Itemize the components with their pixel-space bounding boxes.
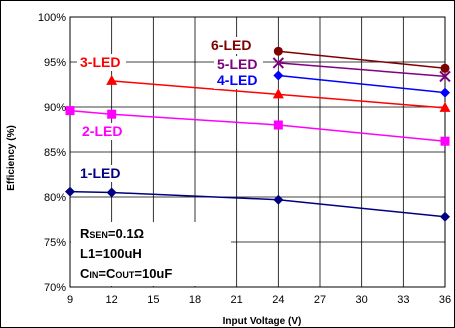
- data-point-x: [272, 57, 285, 69]
- series-label-3-led: 3-LED: [80, 54, 120, 70]
- y-tick-label: 95%: [44, 57, 66, 69]
- series-line-4-led: [278, 74, 446, 94]
- rsen-value: =0.1Ω: [108, 226, 144, 241]
- cout-main: =C: [98, 266, 116, 281]
- series-label-5-led: 5-LED: [217, 56, 257, 72]
- series-label-1-led: 1-LED: [80, 165, 120, 181]
- series-line-5-led: [278, 62, 446, 78]
- x-axis-label: Input Voltage (V): [223, 316, 302, 327]
- rsen-annotation: RSEN=0.1Ω: [80, 226, 144, 241]
- capacitor-annotation: CIN=COUT=10uF: [80, 266, 172, 281]
- data-point-diamond: [106, 187, 117, 198]
- tick-labels: 70% 75% 80% 85% 90% 95% 100% 9 12 15 18 21 24 27 30 33 3…: [38, 12, 451, 306]
- x-tick-label: 18: [189, 294, 201, 306]
- series-label-6-led: 6-LED: [211, 37, 251, 53]
- data-point-triangle: [439, 101, 451, 112]
- series-label-bg-6-led: [208, 37, 257, 54]
- series-label-bg-2-led: [79, 123, 128, 140]
- data-point-diamond: [65, 186, 75, 197]
- data-point-circle: [273, 46, 283, 56]
- series-4-led: [273, 70, 450, 98]
- y-tick-label: 100%: [38, 12, 66, 24]
- series-6-led: [273, 46, 450, 73]
- data-point-diamond: [273, 70, 284, 81]
- annotation-background: [71, 222, 231, 286]
- y-tick-label: 85%: [44, 147, 66, 159]
- series-line-2-led: [69, 109, 446, 142]
- series-line-1-led: [69, 190, 446, 218]
- rsen-subscript: SEN: [89, 230, 108, 240]
- cout-value: =10uF: [134, 266, 172, 281]
- series-label-2-led: 2-LED: [82, 123, 122, 139]
- data-point-triangle: [272, 88, 284, 99]
- data-point-square: [273, 120, 283, 130]
- x-tick-label: 27: [314, 294, 326, 306]
- series-label-bg-3-led: [77, 54, 126, 71]
- x-tick-label: 15: [147, 294, 159, 306]
- series-1-led: [65, 186, 450, 222]
- y-tick-label: 70%: [44, 282, 66, 294]
- data-point-x: [439, 70, 451, 83]
- data-point-diamond: [440, 87, 450, 98]
- data-point-square: [440, 136, 450, 146]
- cin-main: C: [80, 266, 90, 281]
- y-axis-label: Efficiency (%): [6, 125, 17, 191]
- cin-subscript: IN: [89, 270, 98, 280]
- cout-subscript: OUT: [115, 270, 135, 280]
- x-tick-label: 9: [67, 294, 73, 306]
- series-group: [65, 46, 451, 222]
- y-tick-label: 75%: [44, 237, 66, 249]
- series-label-bg-1-led: [77, 165, 126, 182]
- x-tick-label: 33: [397, 294, 409, 306]
- series-label-bg-4-led: [214, 72, 263, 89]
- y-tick-label: 90%: [44, 102, 66, 114]
- data-point-square: [65, 106, 75, 116]
- data-point-square: [107, 109, 117, 119]
- rsen-main: R: [80, 226, 90, 241]
- data-point-circle: [440, 63, 450, 73]
- data-point-diamond: [273, 194, 284, 205]
- data-point-triangle: [106, 74, 118, 85]
- x-tick-label: 12: [106, 294, 118, 306]
- l1-annotation: L1=100uH: [80, 246, 142, 261]
- series-5-led: [272, 57, 451, 83]
- x-tick-label: 30: [356, 294, 368, 306]
- series-3-led: [106, 74, 451, 112]
- series-label-4-led: 4-LED: [217, 72, 257, 88]
- data-point-diamond: [440, 211, 450, 222]
- series-label-bg-5-led: [214, 56, 263, 73]
- series-line-6-led: [278, 50, 446, 70]
- x-tick-label: 36: [439, 294, 451, 306]
- series-2-led: [65, 106, 450, 146]
- y-tick-label: 80%: [44, 192, 66, 204]
- x-tick-label: 24: [272, 294, 284, 306]
- x-tick-label: 21: [231, 294, 243, 306]
